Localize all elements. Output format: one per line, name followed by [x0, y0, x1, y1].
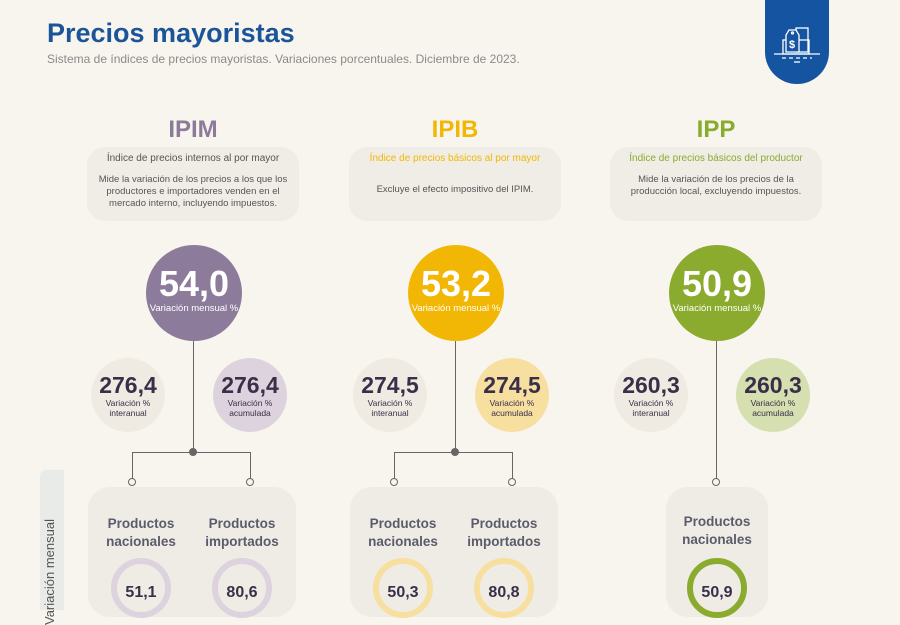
interannual-label: Variación % interanual [367, 398, 413, 418]
connector-line [716, 341, 718, 481]
page-subtitle: Sistema de índices de precios mayoristas… [47, 52, 520, 66]
connector-node [390, 478, 398, 486]
index-description-box: Índice de precios básicos al por mayor E… [349, 147, 561, 221]
monthly-value: 54,0 [158, 263, 230, 304]
product-value: 80,8 [488, 584, 520, 601]
product-value: 50,3 [387, 584, 419, 601]
product-donut: 80,6 [212, 558, 272, 618]
connector-line [193, 341, 195, 452]
interannual-value: 260,3 [622, 372, 680, 398]
connector-line [455, 341, 457, 452]
interannual-value: 276,4 [99, 372, 157, 398]
logo-badge: $ [765, 0, 829, 84]
monthly-label: Variación mensual % [672, 303, 762, 314]
connector-node [128, 478, 136, 486]
product-value: 80,6 [226, 584, 258, 601]
interannual-value: 274,5 [361, 372, 419, 398]
monthly-side-label: Variación mensual [40, 470, 64, 625]
accumulated-label: Variación % acumulada [227, 398, 273, 418]
index-name: Índice de precios básicos del productor [629, 153, 803, 164]
product-label: Productos nacionales [106, 516, 176, 549]
index-description-box: Índice de precios básicos del productor … [610, 147, 822, 221]
accumulated-circle: 274,5 Variación % acumulada [475, 358, 549, 432]
index-column-ipp: IPP Índice de precios básicos del produc… [585, 0, 847, 618]
accumulated-value: 276,4 [221, 372, 279, 398]
product-value: 50,9 [701, 584, 733, 601]
connector-node [246, 478, 254, 486]
connector-node [189, 448, 197, 456]
accumulated-value: 274,5 [483, 372, 541, 398]
monthly-label: Variación mensual % [411, 303, 501, 314]
index-name: Índice de precios básicos al por mayor [369, 153, 541, 164]
index-description: Excluye el efecto impositivo del IPIM. [376, 184, 534, 195]
monthly-value: 50,9 [681, 263, 753, 304]
product-value: 51,1 [125, 584, 157, 601]
accumulated-circle: 260,3 Variación % acumulada [736, 358, 810, 432]
price-tag-boxes-icon: $ [774, 27, 820, 63]
interannual-circle: 274,5 Variación % interanual [353, 358, 427, 432]
connector-node [508, 478, 516, 486]
product-label: Productos importados [467, 516, 541, 549]
product-label: Productos importados [205, 516, 279, 549]
monthly-variation-circle: 53,2 Variación mensual % [408, 245, 504, 341]
connector-line [132, 452, 134, 479]
product-label: Productos nacionales [368, 516, 438, 549]
product-label: Productos nacionales [682, 514, 752, 547]
page-title: Precios mayoristas [47, 18, 295, 48]
index-description: Mide la variación de los precios a los q… [98, 174, 288, 209]
connector-line [512, 452, 514, 479]
connector-line [394, 452, 396, 479]
product-donut: 80,8 [474, 558, 534, 618]
accumulated-value: 260,3 [744, 372, 802, 398]
index-acronym: IPIM [168, 116, 218, 143]
svg-text:$: $ [789, 39, 795, 51]
index-column-ipib: IPIB Índice de precios básicos al por ma… [324, 0, 586, 618]
index-acronym: IPIB [431, 116, 479, 143]
interannual-circle: 276,4 Variación % interanual [91, 358, 165, 432]
accumulated-label: Variación % acumulada [489, 398, 535, 418]
index-acronym: IPP [696, 116, 736, 143]
monthly-label: Variación mensual % [149, 303, 239, 314]
interannual-label: Variación % interanual [628, 398, 674, 418]
monthly-variation-circle: 54,0 Variación mensual % [146, 245, 242, 341]
connector-node [451, 448, 459, 456]
interannual-label: Variación % interanual [105, 398, 151, 418]
connector-node [712, 478, 720, 486]
side-label-text: Variación mensual [42, 519, 57, 625]
interannual-circle: 260,3 Variación % interanual [614, 358, 688, 432]
index-column-ipim: IPIM Índice de precios internos al por m… [62, 0, 324, 618]
monthly-value: 53,2 [420, 263, 492, 304]
accumulated-label: Variación % acumulada [750, 398, 796, 418]
monthly-variation-circle: 50,9 Variación mensual % [669, 245, 765, 341]
product-donut: 50,9 [687, 558, 747, 618]
index-name: Índice de precios internos al por mayor [106, 153, 280, 164]
accumulated-circle: 276,4 Variación % acumulada [213, 358, 287, 432]
product-donut: 50,3 [373, 558, 433, 618]
product-donut: 51,1 [111, 558, 171, 618]
connector-line [250, 452, 252, 479]
index-description-box: Índice de precios internos al por mayor … [87, 147, 299, 221]
index-description: Mide la variación de los precios de la p… [630, 174, 802, 197]
